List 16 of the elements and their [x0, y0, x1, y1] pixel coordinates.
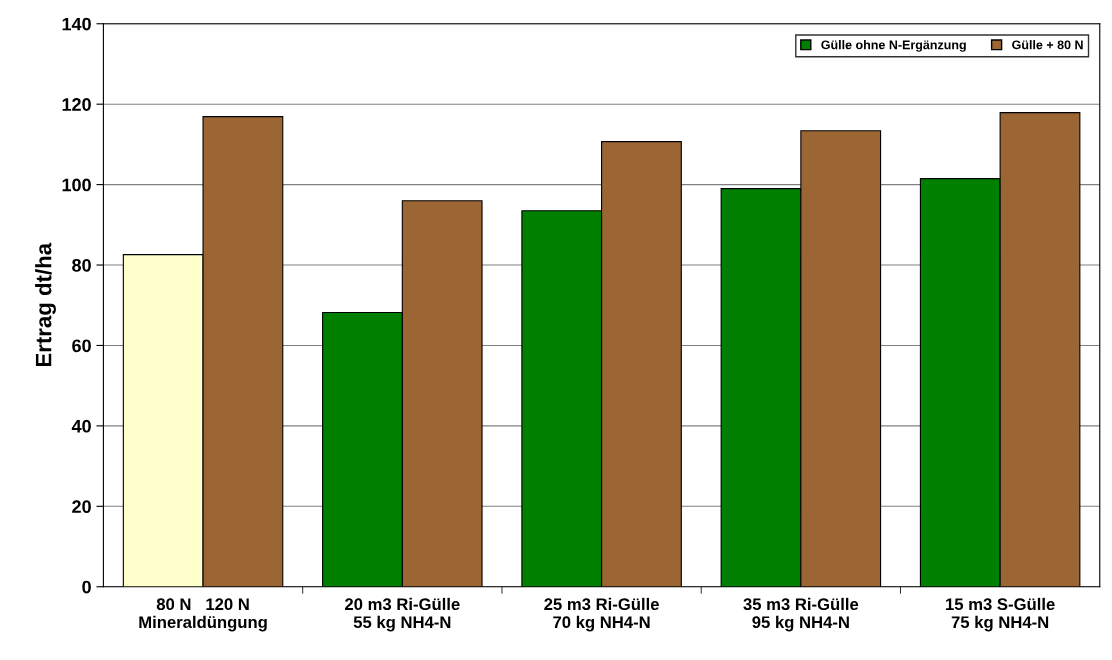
- y-tick-label: 0: [82, 580, 91, 594]
- y-axis-title: Ertrag dt/ha: [35, 242, 56, 367]
- y-tick-label: 120: [62, 98, 91, 111]
- y-tick-label: 100: [62, 178, 91, 192]
- y-tick-label: 20: [72, 500, 91, 514]
- legend-label: Gülle ohne N-Ergänzung: [821, 40, 966, 52]
- y-tick-label: 80: [72, 258, 91, 272]
- x-tick-label: 25 m3 Ri-Gülle 70 kg NH4-N: [544, 597, 659, 632]
- y-tick-label: 40: [71, 419, 91, 433]
- x-tick-label: 35 m3 Ri-Gülle 95 kg NH4-N: [743, 597, 859, 632]
- legend-label: Gülle + 80 N: [1012, 40, 1083, 50]
- y-tick-label: 60: [72, 339, 91, 353]
- x-tick-label: 20 m3 Ri-Gülle 55 kg NH4-N: [345, 597, 460, 632]
- x-tick-label: 15 m3 S-Gülle 75 kg NH4-N: [946, 597, 1055, 632]
- y-tick-label: 140: [62, 17, 91, 31]
- x-tick-label: 80 N 120 N Mineraldüngung: [139, 598, 267, 632]
